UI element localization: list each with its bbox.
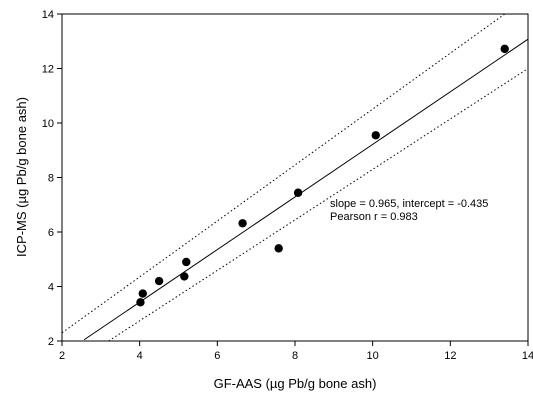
lower-confidence-line [108, 68, 529, 342]
data-point [371, 131, 380, 140]
x-tick-label: 8 [292, 350, 298, 362]
pearson-r-annotation: Pearson r = 0.983 [330, 211, 418, 223]
x-tick-label: 10 [367, 350, 379, 362]
regression-line [83, 38, 529, 341]
y-tick-label: 6 [48, 227, 54, 239]
y-tick-label: 4 [48, 282, 54, 294]
y-tick-label: 8 [48, 173, 54, 185]
y-axis-title: ICP-MS (µg Pb/g bone ash) [14, 97, 29, 257]
x-tick-label: 6 [214, 350, 220, 362]
data-point [154, 276, 164, 286]
data-points [136, 44, 509, 307]
data-point [180, 272, 189, 281]
data-point [136, 298, 145, 307]
data-point [138, 289, 147, 298]
upper-confidence-line [61, 13, 505, 334]
data-point [182, 257, 191, 267]
data-point [274, 244, 283, 253]
regression-stats-annotation: slope = 0.965, intercept = -0.435 [330, 198, 488, 210]
data-point [293, 188, 303, 197]
plot-lines [61, 13, 529, 342]
plot-frame [61, 13, 529, 342]
x-tick-label: 14 [522, 350, 533, 362]
x-axis-title: GF-AAS (µg Pb/g bone ash) [214, 376, 377, 391]
y-tick-label: 2 [48, 336, 54, 348]
data-point [238, 219, 247, 228]
data-point [500, 44, 509, 54]
x-tick-label: 12 [444, 350, 456, 362]
y-tick-label: 12 [42, 64, 54, 76]
x-tick-label: 2 [59, 350, 65, 362]
x-tick-label: 4 [137, 350, 143, 362]
y-tick-label: 10 [42, 118, 54, 130]
x-axis-ticks: 2 4 6 8 10 12 14 [59, 341, 533, 362]
y-axis-ticks: 2 4 6 8 10 12 14 [42, 9, 62, 348]
y-tick-label: 14 [42, 9, 54, 21]
